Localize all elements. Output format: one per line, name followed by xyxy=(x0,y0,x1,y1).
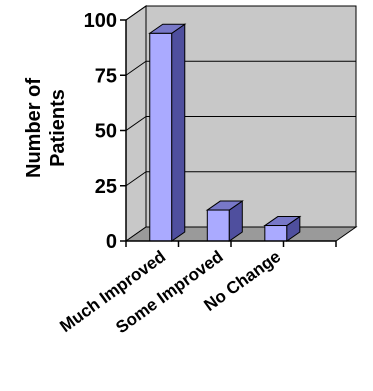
gridline-side xyxy=(125,5,147,21)
gridline-side xyxy=(125,60,147,76)
y-tick-label: 75 xyxy=(95,65,117,87)
bar-front xyxy=(149,32,173,242)
y-axis-label-line-2: Patients xyxy=(47,89,69,167)
bar xyxy=(205,200,244,242)
bar xyxy=(148,23,187,242)
bar-top xyxy=(205,200,244,211)
y-tick-label: 50 xyxy=(95,121,117,143)
bar xyxy=(263,215,302,242)
chart-axes xyxy=(120,19,337,247)
y-tick-label: 0 xyxy=(106,231,117,253)
gridline-side xyxy=(125,116,147,131)
bar-top xyxy=(263,216,302,227)
y-tick-labels: 0 25 50 75 100 xyxy=(84,10,117,253)
y-tick-label: 25 xyxy=(95,176,117,198)
bar-front xyxy=(206,209,230,242)
gridline-side xyxy=(125,171,147,187)
bar-front xyxy=(264,225,288,242)
chart-bars xyxy=(148,23,302,242)
y-tick-label: 100 xyxy=(84,10,117,32)
bar-top xyxy=(148,23,187,34)
bar-side xyxy=(171,23,186,242)
y-axis-label-line-1: Number of xyxy=(23,78,45,178)
